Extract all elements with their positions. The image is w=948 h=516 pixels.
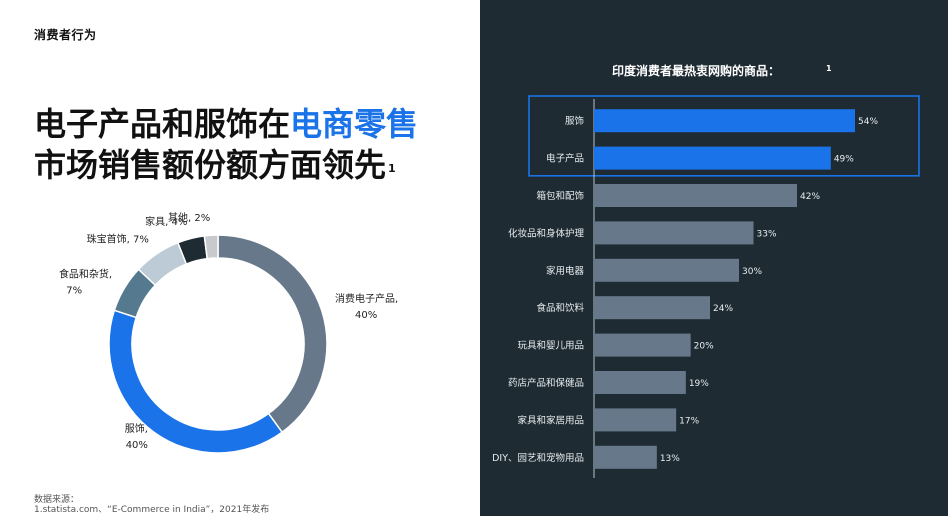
donut-label-line: 7% [66,285,82,296]
category-label: DIY、园艺和宠物用品 [492,452,584,464]
donut-label: 食品和杂货, 7% [59,267,112,296]
category-label: 玩具和婴儿用品 [517,341,584,352]
value-label: 49% [834,155,854,165]
value-label: 54% [858,117,878,127]
category-label: 化妆品和身体护理 [508,227,585,239]
donut-label-line: 服饰, [125,422,148,435]
bar [594,146,831,170]
headline-footnote: 1 [388,162,396,175]
donut-label-line: 其他, 2% [168,211,210,224]
donut-label-line: 食品和杂货, [59,267,112,280]
value-label: 20% [694,342,714,352]
bar [594,221,754,245]
donut-label: 服饰, 40% [125,422,148,451]
donut-chart: 消费电子产品, 40% 服饰, 40% 食品和杂货, 7% 珠宝首饰, 7% 家具, 4%其他… [59,211,398,454]
chart-title-footnote: 1 [826,64,832,73]
donut-label: 消费电子产品, 40% [335,292,398,321]
category-label: 服饰 [565,115,584,127]
value-label: 17% [679,416,699,426]
donut-label: 珠宝首饰, 7% [87,232,149,245]
bar [594,296,710,320]
bar [594,408,677,432]
bar [594,445,657,469]
value-label: 42% [800,192,820,202]
headline-part1: 电子产品和服饰在 [34,105,291,143]
bar [594,258,739,282]
bar [594,371,686,394]
category-label: 电子产品 [546,153,584,165]
donut-label-line: 40% [355,310,377,321]
donut-slice [217,234,328,434]
value-label: 13% [660,454,680,464]
value-label: 24% [713,304,733,314]
category-label: 食品和饮料 [536,302,584,314]
highlight-box [528,95,920,177]
chart-title: 印度消费者最热衷网购的商品： [612,63,780,78]
donut-slice [203,234,219,260]
donut-label: 其他, 2% [168,211,210,224]
donut-label-line: 家具, 4% [145,215,187,228]
headline-highlight: 电商零售 [290,105,419,143]
headline: 电子产品和服饰在电商零售 市场销售额份额方面领先 1 [34,104,474,189]
category-label: 箱包和配饰 [536,190,584,202]
donut-label-line: 珠宝首饰, 7% [87,232,149,245]
headline-part2: 市场销售额份额方面领先 [34,146,387,184]
value-label: 30% [742,267,762,277]
category-label: 家具和家居用品 [517,414,584,426]
source-label: 数据来源： [34,495,80,505]
right-panel [480,0,948,516]
category-label: 药店产品和保健品 [508,377,584,389]
left-panel: 消费者行为 电子产品和服饰在电商零售 市场销售额份额方面领先 1 消费电子产品, 4… [34,28,474,515]
source-note: 数据来源： 1.statista.com、“E-Commerce in Indi… [34,495,269,515]
donut-label: 家具, 4% [145,215,187,228]
bar [594,109,855,133]
value-label: 19% [689,379,709,389]
bar [594,333,691,357]
donut-label-line: 40% [126,440,148,451]
donut-label-line: 消费电子产品, [335,292,398,305]
value-label: 33% [757,229,777,239]
bar [594,184,797,207]
source-line: 1.statista.com、“E-Commerce in India”，202… [34,505,270,515]
section-label: 消费者行为 [34,28,97,42]
bar-chart: 印度消费者最热衷网购的商品： 1 服饰 54% 电子产品 49% 箱包和配饰 42% 化妆品和身… [492,63,920,478]
category-label: 家用电器 [546,265,585,277]
